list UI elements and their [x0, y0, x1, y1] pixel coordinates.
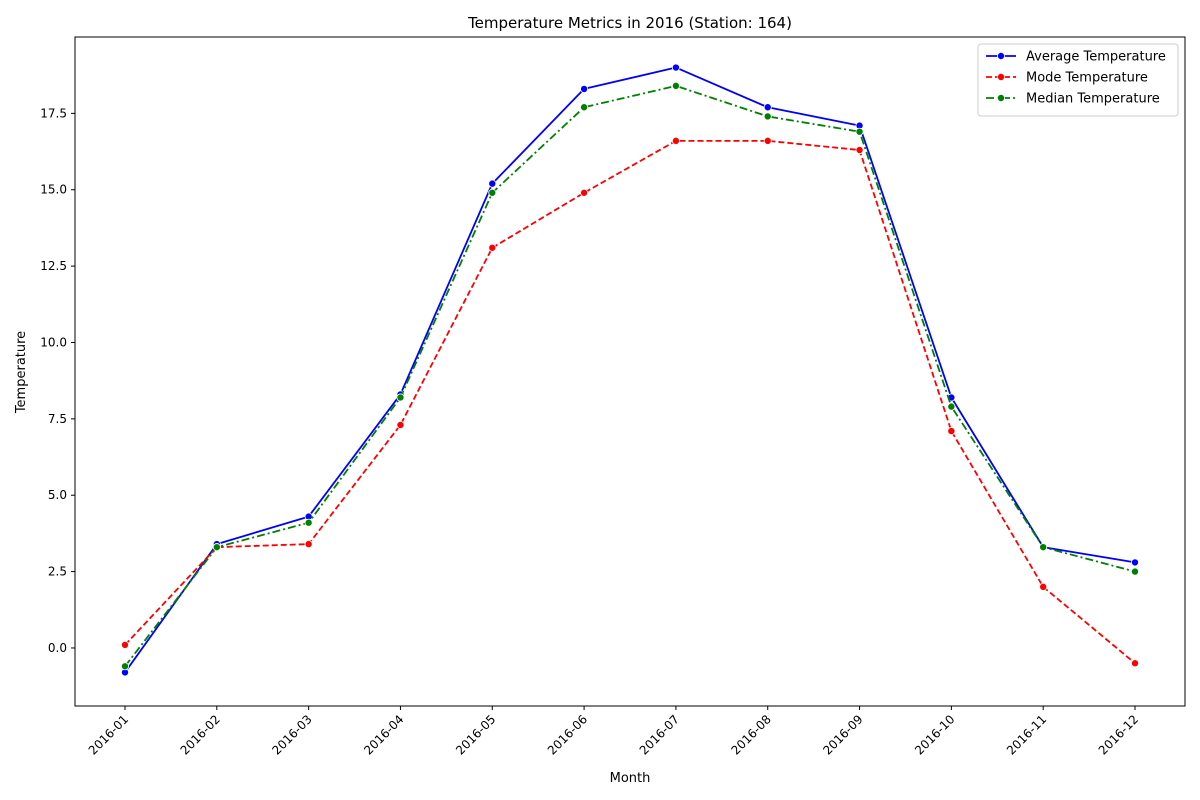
x-tick-label: 2016-10 — [912, 712, 957, 757]
y-axis-label: Temperature — [14, 331, 29, 414]
legend-marker — [997, 52, 1006, 61]
x-tick-label: 2016-05 — [453, 712, 498, 757]
data-point — [121, 662, 130, 671]
series-1 — [121, 63, 1140, 677]
x-axis-label: Month — [610, 771, 651, 786]
data-point — [763, 103, 772, 112]
y-tick-label: 7.5 — [48, 412, 67, 426]
x-tick-label: 2016-07 — [637, 712, 682, 757]
legend-marker — [997, 73, 1006, 82]
data-point — [671, 63, 680, 72]
data-point — [580, 188, 589, 197]
legend-marker — [997, 94, 1006, 103]
y-tick-label: 15.0 — [40, 183, 67, 197]
x-tick-label: 2016-12 — [1096, 712, 1141, 757]
x-tick-label: 2016-01 — [86, 712, 131, 757]
data-point — [1039, 582, 1048, 591]
data-point — [396, 393, 405, 402]
plot-frame — [74, 36, 1186, 707]
data-point — [855, 127, 864, 136]
data-point — [763, 136, 772, 145]
y-tick-label: 12.5 — [40, 259, 67, 273]
legend-label: Average Temperature — [1026, 50, 1166, 65]
data-point — [212, 543, 221, 552]
series-line — [124, 139, 1136, 664]
data-point — [304, 518, 313, 527]
data-point — [488, 188, 497, 197]
data-point — [1131, 558, 1140, 567]
data-point — [671, 81, 680, 90]
series-line — [124, 66, 1136, 673]
legend-box — [977, 43, 1179, 117]
x-tick-label: 2016-09 — [820, 712, 865, 757]
data-point — [1039, 543, 1048, 552]
data-point — [580, 84, 589, 93]
data-point — [488, 179, 497, 188]
data-point — [671, 136, 680, 145]
y-tick-label: 2.5 — [48, 565, 67, 579]
legend-label: Median Temperature — [1026, 92, 1160, 107]
y-tick-label: 0.0 — [48, 641, 67, 655]
x-tick-label: 2016-04 — [361, 712, 406, 757]
series-2 — [121, 136, 1140, 668]
series-line — [124, 84, 1136, 667]
data-point — [947, 427, 956, 436]
series-3 — [121, 81, 1140, 671]
x-tick-label: 2016-02 — [178, 712, 223, 757]
data-point — [1131, 659, 1140, 668]
x-tick-label: 2016-06 — [545, 712, 590, 757]
data-point — [304, 540, 313, 549]
chart-title: Temperature Metrics in 2016 (Station: 16… — [467, 14, 792, 32]
x-tick-label: 2016-11 — [1004, 712, 1049, 757]
data-point — [488, 243, 497, 252]
data-point — [1131, 567, 1140, 576]
data-point — [121, 640, 130, 649]
data-point — [396, 420, 405, 429]
x-tick-label: 2016-08 — [728, 712, 773, 757]
legend-label: Mode Temperature — [1026, 71, 1148, 86]
y-tick-label: 17.5 — [40, 106, 67, 120]
x-tick-label: 2016-03 — [269, 712, 314, 757]
data-point — [947, 402, 956, 411]
y-tick-label: 5.0 — [48, 488, 67, 502]
data-point — [763, 112, 772, 121]
data-point — [580, 103, 589, 112]
data-point — [855, 146, 864, 155]
y-tick-label: 10.0 — [40, 335, 67, 349]
